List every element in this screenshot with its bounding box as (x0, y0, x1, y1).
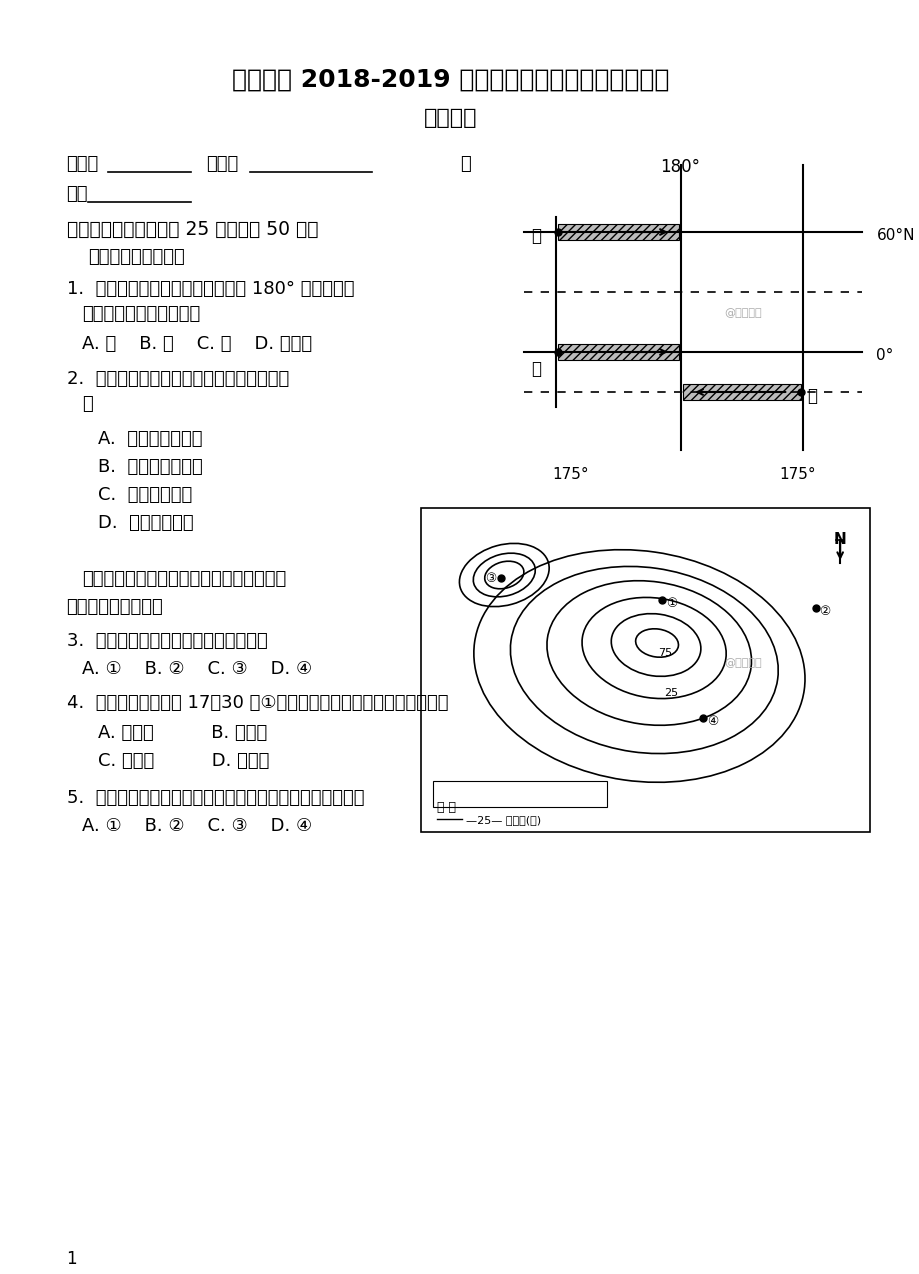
Text: A. ①    B. ②    C. ③    D. ④: A. ① B. ② C. ③ D. ④ (82, 817, 312, 834)
Text: 乙: 乙 (530, 361, 540, 378)
Text: 读图回答下列各题。: 读图回答下列各题。 (66, 598, 164, 617)
Bar (558, 224, 678, 240)
Text: 读图，完成下列各题: 读图，完成下列各题 (88, 248, 185, 266)
Bar (421, 508, 868, 832)
Text: 4.  若某人于北京时间 17：30 在①处拍摄日落照片，此时太阳方位应为: 4. 若某人于北京时间 17：30 在①处拍摄日落照片，此时太阳方位应为 (66, 694, 448, 712)
Text: ①: ① (665, 598, 676, 610)
Text: 下图为福建省某无人海岛的等高线地形图。: 下图为福建省某无人海岛的等高线地形图。 (82, 569, 286, 589)
Text: A. 甲    B. 乙    C. 丙    D. 乙和丙: A. 甲 B. 乙 C. 丙 D. 乙和丙 (82, 335, 312, 353)
Text: 一、单选题（本大题共 25 小题，共 50 分）: 一、单选题（本大题共 25 小题，共 50 分） (66, 220, 318, 240)
Text: 图 例: 图 例 (437, 801, 455, 814)
Text: D.  丙的面积最小: D. 丙的面积最小 (97, 513, 193, 533)
Text: C. 东南方          D. 正西方: C. 东南方 D. 正西方 (97, 752, 269, 769)
Text: 3.  图中四地最早能观测到日出的地点是: 3. 图中四地最早能观测到日出的地点是 (66, 632, 267, 650)
Text: 同时到达，速度最快的是: 同时到达，速度最快的是 (82, 304, 200, 324)
Text: 考号：: 考号： (66, 155, 98, 173)
Text: 175°: 175° (779, 468, 815, 482)
Text: B.  丙的比例尺最大: B. 丙的比例尺最大 (97, 457, 202, 476)
Bar (682, 383, 800, 400)
Text: @正确教育: @正确教育 (724, 657, 762, 668)
Text: 名：: 名： (66, 185, 88, 203)
Text: @正确教育: @正确教育 (724, 308, 762, 318)
Text: N: N (833, 533, 845, 547)
Text: 180°: 180° (660, 158, 699, 176)
Text: A.  甲的比例尺最小: A. 甲的比例尺最小 (97, 431, 202, 448)
Text: ②: ② (819, 605, 830, 618)
Bar (558, 344, 678, 361)
Text: 25: 25 (664, 688, 677, 698)
Text: 班级：: 班级： (206, 155, 238, 173)
Text: 地理试卷: 地理试卷 (424, 108, 477, 127)
Text: 60°N: 60°N (876, 228, 913, 243)
Text: A. 正东方          B. 西南方: A. 正东方 B. 西南方 (97, 724, 267, 741)
Text: 甲: 甲 (530, 227, 540, 245)
Text: —25— 等高线(米): —25— 等高线(米) (466, 815, 540, 826)
Text: 丙: 丙 (806, 387, 816, 405)
Text: A. ①    B. ②    C. ③    D. ④: A. ① B. ② C. ③ D. ④ (82, 660, 312, 678)
Text: ④: ④ (706, 715, 718, 727)
Text: C.  乙的面积最大: C. 乙的面积最大 (97, 485, 192, 505)
Text: ③: ③ (484, 572, 495, 585)
Text: 1: 1 (66, 1250, 77, 1268)
Bar (432, 781, 607, 806)
Text: 是: 是 (82, 395, 93, 413)
Text: 0°: 0° (876, 348, 892, 363)
Text: 75: 75 (657, 648, 672, 657)
Text: 2.  有关甲、乙、丙附近三个阴影区域正确的: 2. 有关甲、乙、丙附近三个阴影区域正确的 (66, 369, 289, 389)
Text: 1.  甲、乙、丙三艘船同时出发驶向 180° 经线，而且: 1. 甲、乙、丙三艘船同时出发驶向 180° 经线，而且 (66, 280, 354, 298)
Text: 175°: 175° (552, 468, 588, 482)
Text: 黄山一中 2018-2019 学年上学期高三年级第二次月考: 黄山一中 2018-2019 学年上学期高三年级第二次月考 (232, 68, 668, 92)
Text: 姓: 姓 (460, 155, 471, 173)
Text: 5.  若要拍摄以该岛主峰为背景的照片，选择最合适的地点是: 5. 若要拍摄以该岛主峰为背景的照片，选择最合适的地点是 (66, 789, 364, 806)
